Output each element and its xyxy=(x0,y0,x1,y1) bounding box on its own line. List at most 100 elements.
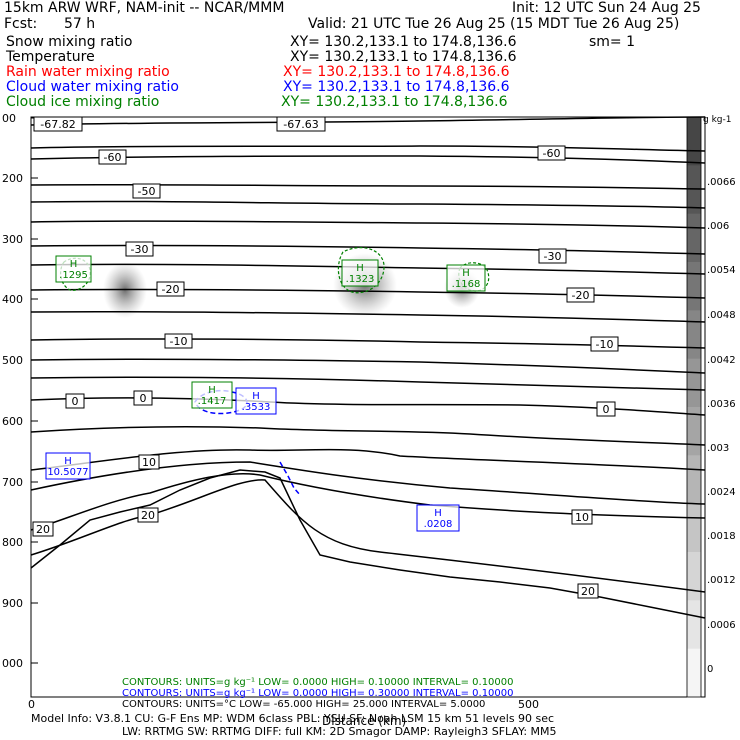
contour-label: -10 xyxy=(590,336,619,352)
contour-label: -60 xyxy=(98,149,127,165)
isotherm-line xyxy=(30,358,706,374)
field-name-rain: Rain water mixing ratio xyxy=(6,64,170,80)
isotherm-line xyxy=(30,376,706,391)
svg-text:-60: -60 xyxy=(543,147,561,160)
isotherm-line xyxy=(30,263,706,275)
maximum-label: H.3533 xyxy=(235,387,277,415)
x-tick-label: 0 xyxy=(28,698,35,711)
svg-text:-20: -20 xyxy=(162,283,180,296)
contour-label: 10 xyxy=(571,509,593,525)
svg-text:-20: -20 xyxy=(572,289,590,302)
field-xy-snow: XY= 130.2,133.1 to 174.8,136.6 xyxy=(290,34,517,50)
colorbar-tick-label: .0036 xyxy=(707,399,736,410)
contour-label: -20 xyxy=(156,281,185,297)
svg-text:H: H xyxy=(208,385,216,396)
colorbar-segment xyxy=(687,262,701,311)
colorbar-unit: g kg-1 xyxy=(703,115,731,125)
footer-physics-info: LW: RRTMG SW: RRTMG DIFF: full KM: 2D Sm… xyxy=(122,725,557,738)
contour-labels: -67.82 -67.63 -60 -60 -50 -30 -30 -20 -20 -10 -10 0… xyxy=(32,116,619,599)
svg-text:.1417: .1417 xyxy=(198,396,227,407)
contour-label: -30 xyxy=(538,248,567,264)
contour-info-cloud-ice: CONTOURS: UNITS=g kg⁻¹ LOW= 0.0000 HIGH=… xyxy=(122,677,514,688)
y-tick-label: 700 xyxy=(2,476,23,489)
field-name-snow: Snow mixing ratio xyxy=(6,34,133,50)
isotherm-line xyxy=(30,220,706,229)
colorbar-tick-label: .006 xyxy=(707,221,729,232)
isotherm-line xyxy=(30,155,706,164)
svg-text:.3533: .3533 xyxy=(242,402,271,413)
svg-text:-30: -30 xyxy=(544,250,562,263)
y-tick-label: 500 xyxy=(2,354,23,367)
svg-text:-67.63: -67.63 xyxy=(283,118,318,131)
svg-text:.1323: .1323 xyxy=(346,274,375,285)
colorbar-segment xyxy=(687,648,701,698)
contour-label: -10 xyxy=(164,333,193,349)
model-title: 15km ARW WRF, NAM-init -- NCAR/MMM xyxy=(4,0,285,16)
svg-text:H: H xyxy=(462,268,470,279)
colorbar-segment xyxy=(687,358,701,408)
svg-text:H: H xyxy=(70,259,78,270)
colorbar-tick-label: .003 xyxy=(707,443,729,454)
colorbar-segment xyxy=(687,213,701,263)
colorbar-tick-label: .0018 xyxy=(707,531,736,542)
colorbar-segment xyxy=(687,600,701,650)
isotherm-line xyxy=(30,448,706,471)
contour-label: -60 xyxy=(537,145,566,161)
x-axis-title: Distance (km) xyxy=(322,714,406,728)
colorbar-tick-label: 0 xyxy=(707,664,713,675)
isotherm-line xyxy=(30,183,706,190)
isotherm-lines xyxy=(30,116,706,593)
maximum-label: H.0208 xyxy=(416,504,460,532)
y-tick-label: 600 xyxy=(2,415,23,428)
svg-text:H: H xyxy=(64,456,72,467)
contour-info-cloud-water: CONTOURS: UNITS=g kg⁻¹ LOW= 0.0000 HIGH=… xyxy=(122,688,514,699)
svg-text:10.5077: 10.5077 xyxy=(47,467,88,478)
forecast-hours: 57 h xyxy=(64,16,96,32)
colorbar-tick-label: .0024 xyxy=(707,487,736,498)
maximum-label: H10.5077 xyxy=(45,452,91,480)
maximum-label: H.1295 xyxy=(55,255,92,283)
svg-text:H: H xyxy=(356,263,364,274)
isotherm-line xyxy=(30,461,706,505)
isotherm-line xyxy=(30,200,706,209)
field-xy-temperature: XY= 130.2,133.1 to 174.8,136.6 xyxy=(290,49,517,65)
cloud-water-contour xyxy=(279,461,301,496)
colorbar-tick-label: .0012 xyxy=(707,575,736,586)
contour-label: -50 xyxy=(132,183,161,199)
svg-text:-60: -60 xyxy=(104,151,122,164)
svg-text:-67.82: -67.82 xyxy=(40,118,75,131)
contour-label: -67.63 xyxy=(276,116,326,132)
field-name-cloud-ice: Cloud ice mixing ratio xyxy=(6,94,160,110)
field-name-temperature: Temperature xyxy=(6,49,95,65)
valid-time: Valid: 21 UTC Tue 26 Aug 25 (15 MDT Tue … xyxy=(308,16,680,32)
maximum-label: H.1168 xyxy=(446,264,486,292)
contour-label: 10 xyxy=(138,454,160,470)
contour-label: 20 xyxy=(577,583,599,599)
isotherm-line xyxy=(30,288,706,299)
svg-text:H: H xyxy=(252,391,260,402)
y-tick-label: 200 xyxy=(2,172,23,185)
svg-text:0: 0 xyxy=(140,392,147,405)
plot-frame xyxy=(30,116,706,698)
contour-label: 20 xyxy=(137,507,159,523)
svg-text:20: 20 xyxy=(36,523,50,536)
svg-text:0: 0 xyxy=(72,395,79,408)
y-tick-label: 00 xyxy=(2,112,16,125)
svg-text:.1168: .1168 xyxy=(452,279,481,290)
colorbar-segment xyxy=(687,165,701,215)
isotherm-line xyxy=(30,479,706,593)
contour-label: 20 xyxy=(32,521,54,537)
isotherm-line xyxy=(30,426,706,446)
y-tick-label: 800 xyxy=(2,536,23,549)
contour-label: -67.82 xyxy=(33,116,83,132)
cloud-ice-contour xyxy=(337,247,385,294)
colorbar-tick-label: .0006 xyxy=(707,620,736,631)
maximum-label: H.1323 xyxy=(341,259,379,287)
svg-text:.0208: .0208 xyxy=(424,519,453,530)
maximum-label: H.1417 xyxy=(191,381,233,409)
colorbar-tick-label: .0054 xyxy=(707,265,736,276)
forecast-label: Fcst: xyxy=(4,16,38,32)
isotherm-line xyxy=(30,397,706,416)
isotherm-line xyxy=(30,145,706,152)
